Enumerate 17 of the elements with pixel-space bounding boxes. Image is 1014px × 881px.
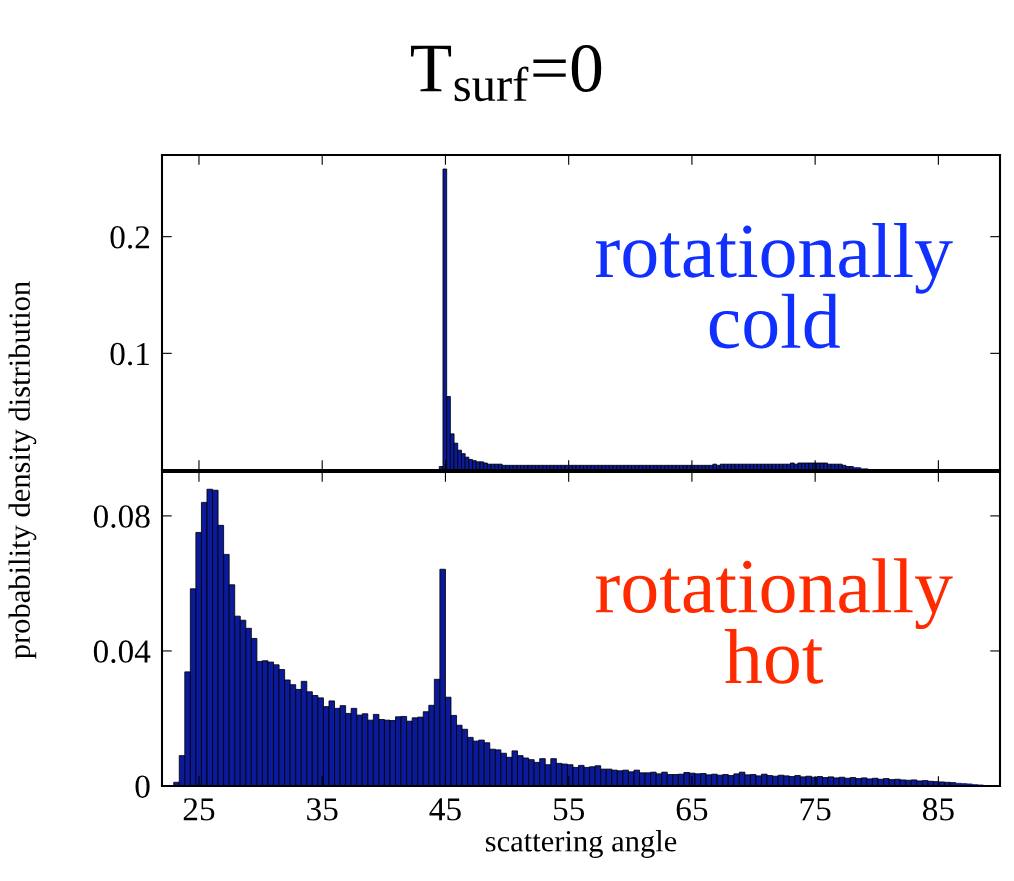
- x-tick-label: 65: [676, 798, 708, 821]
- x-tick-label: 25: [183, 798, 215, 821]
- annotation: rotationally hot: [596, 558, 953, 684]
- y-tick-label: 0: [135, 775, 150, 798]
- annotation: rotationally cold: [596, 222, 953, 349]
- y-axis-title: probability density distribution: [8, 281, 37, 659]
- y-tick-label: 0.08: [93, 505, 150, 528]
- x-tick-label: 55: [553, 798, 585, 821]
- y-tick-label: 0.2: [110, 226, 150, 249]
- x-axis-title: scattering angle: [485, 830, 677, 858]
- x-tick-label: 35: [307, 798, 338, 821]
- x-tick-label: 75: [800, 798, 831, 821]
- chart-title: T$_{surf}$=0: [411, 45, 602, 102]
- x-tick-label: 85: [922, 798, 954, 821]
- y-tick-label: 0.04: [93, 640, 151, 663]
- x-tick-label: 45: [429, 798, 461, 821]
- y-tick-label: 0.1: [110, 342, 149, 366]
